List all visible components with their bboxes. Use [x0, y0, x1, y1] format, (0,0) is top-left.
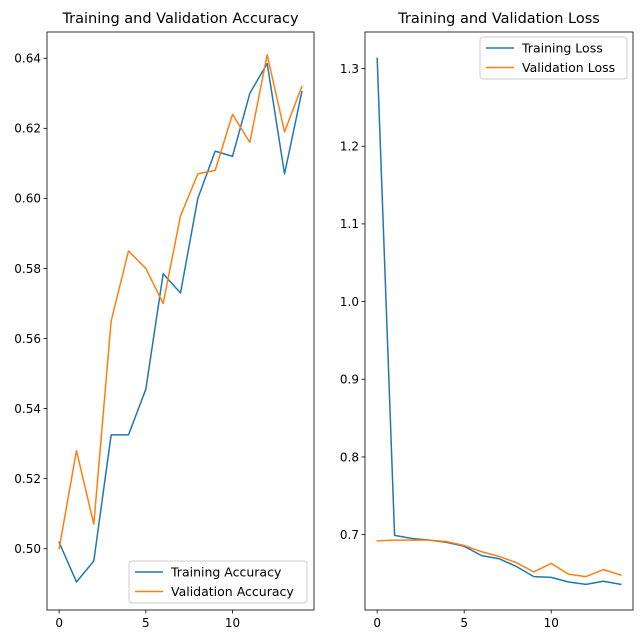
series-line-2: [58, 54, 303, 550]
legend-label-1: Training Accuracy: [170, 565, 282, 580]
legend: Training Loss Validation Loss: [479, 36, 628, 80]
y-tick-label: 0.62: [14, 122, 41, 136]
y-tick-label: 0.9: [340, 373, 359, 387]
y-tick-label: 0.58: [14, 262, 41, 276]
y-tick-label: 0.60: [14, 192, 41, 206]
chart-title: Training and Validation Loss: [397, 11, 600, 27]
legend-frame: [479, 36, 628, 80]
legend-label-1: Training Loss: [521, 41, 603, 56]
series-line-2: [376, 539, 622, 578]
x-tick-label: 10: [544, 616, 559, 630]
x-tick-label: 0: [55, 616, 63, 630]
y-tick-label: 1.2: [340, 140, 359, 154]
y-tick-label: 0.64: [14, 52, 41, 66]
axes-frame: [46, 31, 315, 611]
y-tick-label: 0.50: [14, 542, 41, 556]
chart-panel-1: 0 5 10 0.50 0.52 0.54 0.56 0.58 0.60 0.62 0.64 Trai…: [14, 11, 315, 630]
y-tick-label: 1.3: [340, 62, 359, 76]
series-line-1: [58, 62, 303, 583]
series-line-1: [376, 57, 622, 586]
chart-panel-2: 0 5 10 0.7 0.8 0.9 1.0 1.1 1.2 1.3 Training and Va…: [340, 11, 634, 630]
y-tick-label: 0.54: [14, 402, 41, 416]
x-tick-label: 0: [373, 616, 381, 630]
legend-label-2: Validation Loss: [522, 60, 615, 75]
x-tick-label: 5: [460, 616, 468, 630]
y-tick-label: 0.52: [14, 472, 41, 486]
x-tick-label: 10: [225, 616, 240, 630]
chart-title: Training and Validation Accuracy: [61, 11, 299, 27]
y-tick-label: 0.56: [14, 332, 41, 346]
y-tick-label: 1.0: [340, 295, 359, 309]
legend-frame: [128, 560, 308, 604]
y-tick-label: 0.7: [340, 528, 359, 542]
axes-frame: [364, 31, 634, 611]
y-tick-label: 1.1: [340, 217, 359, 231]
x-tick-label: 5: [142, 616, 150, 630]
legend-label-2: Validation Accuracy: [171, 584, 294, 599]
legend: Training Accuracy Validation Accuracy: [128, 560, 308, 604]
y-tick-label: 0.8: [340, 450, 359, 464]
